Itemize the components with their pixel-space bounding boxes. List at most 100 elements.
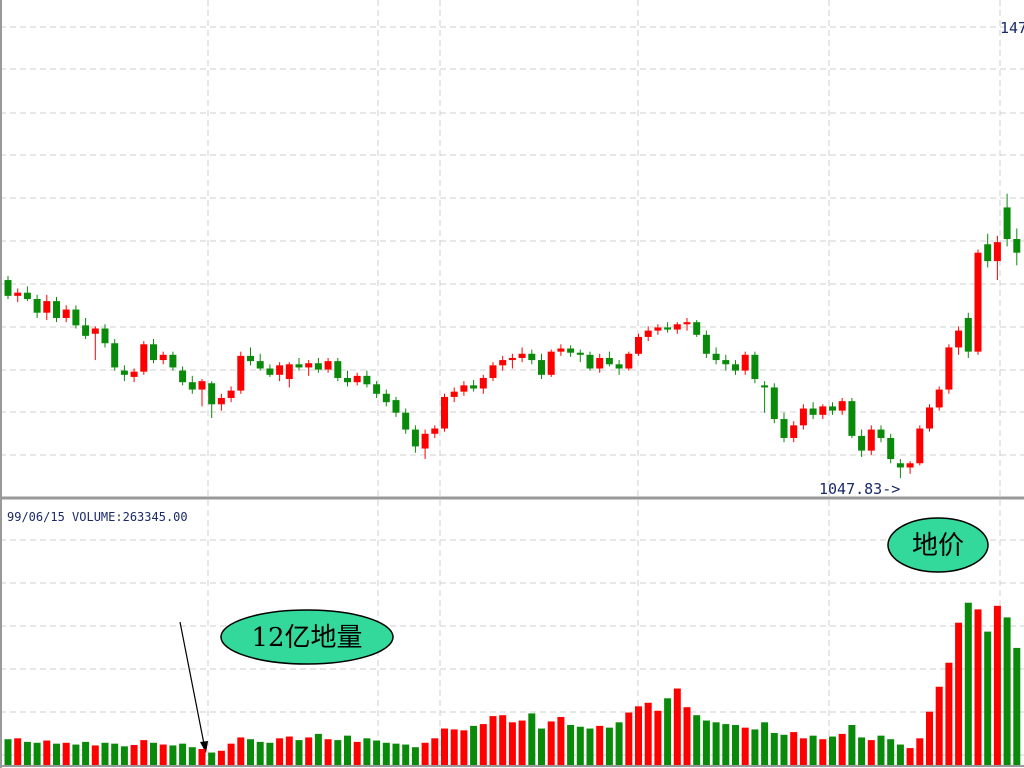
candle-body (906, 463, 914, 468)
volume-bar (247, 739, 254, 765)
candle-body (877, 429, 885, 438)
candle-body (140, 344, 148, 372)
candle-body (237, 355, 245, 391)
candle-body (353, 375, 361, 383)
candle-body (198, 381, 206, 390)
volume-bar (324, 739, 332, 765)
candle-body (431, 428, 439, 434)
candle-body (334, 361, 342, 378)
candle-body (101, 328, 109, 344)
candle-body (887, 437, 895, 460)
volume-bar (916, 738, 924, 765)
volume-bar (683, 707, 691, 765)
candle-body (411, 429, 419, 447)
volume-bar (722, 724, 730, 765)
volume-bar (441, 728, 448, 765)
volume-bar (150, 742, 157, 765)
candle-body (382, 393, 390, 403)
candle-body (635, 336, 642, 354)
candle-body (479, 377, 487, 389)
volume-bar (576, 726, 584, 765)
candle-body (790, 425, 798, 438)
volume-bar (693, 715, 701, 765)
candle-body (130, 371, 138, 377)
candle-body (120, 370, 128, 375)
volume-bar (829, 736, 836, 765)
volume-bar (217, 750, 225, 765)
volume-bar (518, 720, 526, 765)
candle-body (1003, 207, 1011, 239)
volume-bar (732, 724, 739, 765)
candle-body (916, 428, 924, 464)
volume-bar (43, 740, 51, 765)
volume-bar (712, 722, 720, 765)
volume-bar (411, 747, 419, 765)
annotation-bubble (887, 517, 989, 573)
volume-bar (314, 733, 322, 765)
volume-bar (635, 706, 642, 765)
volume-bar (654, 710, 662, 765)
volume-bar (838, 733, 846, 765)
candle-body (896, 463, 904, 468)
volume-bar (101, 742, 109, 765)
candle-body (683, 322, 691, 325)
volume-bar (382, 742, 390, 765)
candle-body (741, 354, 749, 371)
candle-body (644, 330, 652, 337)
candle-body (935, 389, 943, 408)
volume-bar (528, 713, 536, 765)
candle-body (266, 368, 274, 375)
candle-body (780, 419, 788, 438)
candle-body (945, 347, 953, 390)
price-label: 147 (1000, 19, 1024, 37)
candle-body (819, 406, 827, 415)
candle-body (402, 412, 410, 430)
annotation: 12亿地量 (251, 623, 362, 653)
volume-bar (567, 724, 575, 765)
candle-body (53, 301, 60, 318)
candle-body (314, 363, 322, 370)
volume-bar (586, 728, 594, 765)
volume-bar (227, 743, 235, 765)
candle-body (295, 364, 303, 368)
volume-bar (363, 738, 371, 765)
candle-body (799, 408, 807, 426)
candle-body (508, 357, 516, 361)
candle-body (829, 406, 836, 411)
volume-bar (353, 741, 361, 765)
candle-body (858, 435, 866, 451)
volume-bar (644, 702, 652, 765)
candle-body (150, 344, 157, 361)
volume-bar (53, 743, 60, 765)
volume-bar (344, 735, 351, 765)
candle-body (615, 364, 623, 369)
candle-body (702, 334, 710, 354)
volume-bar (82, 741, 90, 765)
volume-bar (276, 738, 284, 765)
annotation: 地价 (912, 531, 964, 561)
candle-body (809, 408, 817, 415)
volume-bar (72, 744, 80, 765)
volume-bar (664, 698, 672, 765)
volume-bar (198, 748, 206, 765)
annotation-bubble (220, 609, 394, 665)
candle-body (14, 292, 22, 296)
candle-body (72, 309, 80, 326)
volume-bar (111, 743, 119, 765)
volume-bar (984, 631, 992, 765)
volume-bar (489, 716, 497, 765)
volume-bar (285, 736, 293, 765)
candle-body (586, 354, 594, 369)
volume-bar (790, 732, 798, 765)
candle-body (1013, 238, 1021, 253)
candle-body (227, 390, 235, 398)
candle-body (373, 384, 381, 394)
volume-bar (906, 748, 914, 765)
candle-body (712, 353, 720, 361)
volume-bar (858, 737, 866, 765)
volume-bar (4, 739, 12, 765)
candle-body (693, 322, 701, 335)
volume-bar (935, 686, 943, 765)
